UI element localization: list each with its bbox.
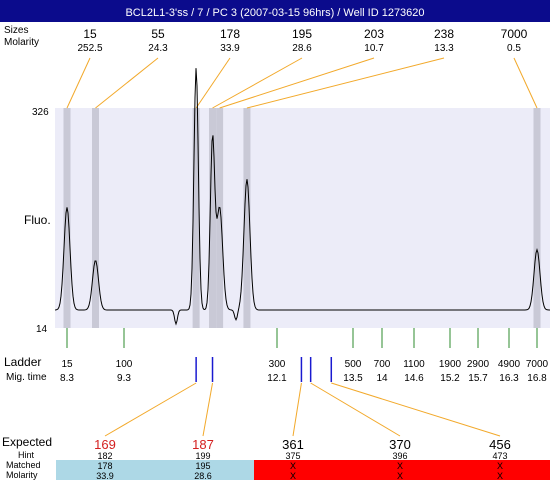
expected-size-label: 456 [489, 437, 511, 452]
ladder-mig-time-label: 14.6 [404, 373, 424, 384]
expected-size-label: 370 [389, 437, 411, 452]
chart-title: BCL2L1-3'ss / 7 / PC 3 (2007-03-15 96hrs… [125, 7, 424, 19]
peak-callout-line [219, 57, 375, 109]
peak-size-label: 195 [292, 27, 312, 41]
ladder-mig-time-label: 15.2 [440, 373, 460, 384]
ladder-size-label: 100 [116, 359, 133, 370]
title-bar [0, 0, 550, 22]
ladder-size-label: 2900 [467, 359, 490, 370]
fluorescence-trace [54, 68, 550, 326]
ladder-size-label: 4900 [498, 359, 521, 370]
peak-band [216, 108, 224, 328]
hint-size-label: 182 [97, 451, 112, 461]
expected-size-label: 169 [94, 437, 116, 452]
matched-ok-band [56, 460, 254, 480]
peak-band [63, 108, 71, 328]
peak-labels: 15 252.5 55 24.3 178 33.9 195 28.6 203 10.7 238 13.… [77, 27, 527, 54]
ladder-size-label: 1900 [439, 359, 462, 370]
plot-area [55, 108, 550, 328]
matched-molarity-label: 33.9 [96, 471, 114, 480]
peak-size-label: 15 [83, 27, 97, 41]
matched-missing-band [254, 460, 550, 480]
expected-callout-line [104, 382, 197, 437]
hint-size-label: 473 [492, 451, 507, 461]
peak-molarity-label: 10.7 [364, 43, 384, 54]
peak-molarity-label: 24.3 [148, 43, 168, 54]
ladder-mig-time-label: 13.5 [343, 373, 363, 384]
peak-size-label: 178 [220, 27, 240, 41]
matched-molarity-label: X [497, 471, 503, 480]
matched-size-label: 195 [195, 461, 210, 471]
matched-molarity-label: 28.6 [194, 471, 212, 480]
expected-callout-line [310, 382, 401, 437]
peak-callout-line [246, 57, 445, 109]
peak-band [243, 108, 251, 328]
ladder-mig-time-label: 8.3 [60, 373, 74, 384]
peak-molarity-label: 28.6 [292, 43, 312, 54]
ladder-size-label: 7000 [526, 359, 549, 370]
peak-band [209, 108, 217, 328]
peak-molarity-label: 0.5 [507, 43, 521, 54]
hint-size-label: 375 [285, 451, 300, 461]
ladder-mig-time-label: 14 [376, 373, 388, 384]
ladder-mig-time-label: 16.8 [527, 373, 547, 384]
peak-size-label: 203 [364, 27, 384, 41]
matched-molarity-row-label: Molarity [6, 470, 38, 480]
peak-callout-line [212, 57, 303, 109]
ladder-row-label: Ladder [4, 355, 41, 369]
expected-size-label: 187 [192, 437, 214, 452]
y-axis-label: Fluo. [24, 213, 51, 227]
molarity-row-label: Molarity [4, 37, 39, 48]
expected-callout-line [331, 382, 501, 437]
peak-size-label: 55 [151, 27, 165, 41]
ladder-mig-time-label: 16.3 [499, 373, 519, 384]
peak-bands [63, 108, 541, 328]
peak-callout-line [95, 57, 159, 109]
y-min-tick-label: 14 [36, 324, 48, 335]
peak-size-label: 7000 [501, 27, 528, 41]
peak-callout-line [195, 57, 231, 109]
peak-molarity-label: 33.9 [220, 43, 240, 54]
expected-callouts [104, 357, 501, 437]
ladder-mig-time-label: 9.3 [117, 373, 131, 384]
ladder-size-label: 700 [374, 359, 391, 370]
ladder-size-label: 1100 [403, 359, 425, 370]
expected-size-label: 361 [282, 437, 304, 452]
mig-time-row-label: Mig. time [6, 372, 47, 383]
peak-callout-line [513, 57, 538, 109]
y-max-tick-label: 326 [32, 107, 49, 118]
expected-row-label: Expected [2, 435, 52, 449]
matched-molarity-label: X [397, 471, 403, 480]
peak-size-label: 238 [434, 27, 454, 41]
ladder-size-label: 15 [61, 359, 73, 370]
matched-size-label: X [397, 461, 403, 471]
matched-size-label: X [497, 461, 503, 471]
matched-size-label: X [290, 461, 296, 471]
expected-callout-line [292, 382, 302, 437]
hint-row-label: Hint [18, 450, 35, 460]
peak-molarity-label: 252.5 [77, 43, 102, 54]
matched-molarity-label: X [290, 471, 296, 480]
peak-band [533, 108, 541, 328]
ladder-markers: 15 8.3 100 9.3 300 12.1 500 13.5 700 14 1100 14.6 19… [60, 328, 549, 384]
hint-size-label: 396 [392, 451, 407, 461]
peak-band [192, 108, 200, 328]
ladder-mig-time-label: 15.7 [468, 373, 488, 384]
peak-band [92, 108, 99, 328]
sizes-row-label: Sizes [4, 25, 28, 36]
peak-callouts [66, 57, 538, 109]
ladder-mig-time-label: 12.1 [267, 373, 287, 384]
ladder-size-label: 500 [345, 359, 362, 370]
expected-callout-line [202, 382, 214, 437]
peak-callout-line [66, 57, 91, 109]
matched-size-label: 178 [97, 461, 112, 471]
hint-size-label: 199 [195, 451, 210, 461]
peak-molarity-label: 13.3 [434, 43, 454, 54]
ladder-size-label: 300 [269, 359, 286, 370]
expected-table: 16918217833.918719919528.6361375XX370396… [94, 437, 511, 480]
matched-row-label: Matched [6, 460, 41, 470]
